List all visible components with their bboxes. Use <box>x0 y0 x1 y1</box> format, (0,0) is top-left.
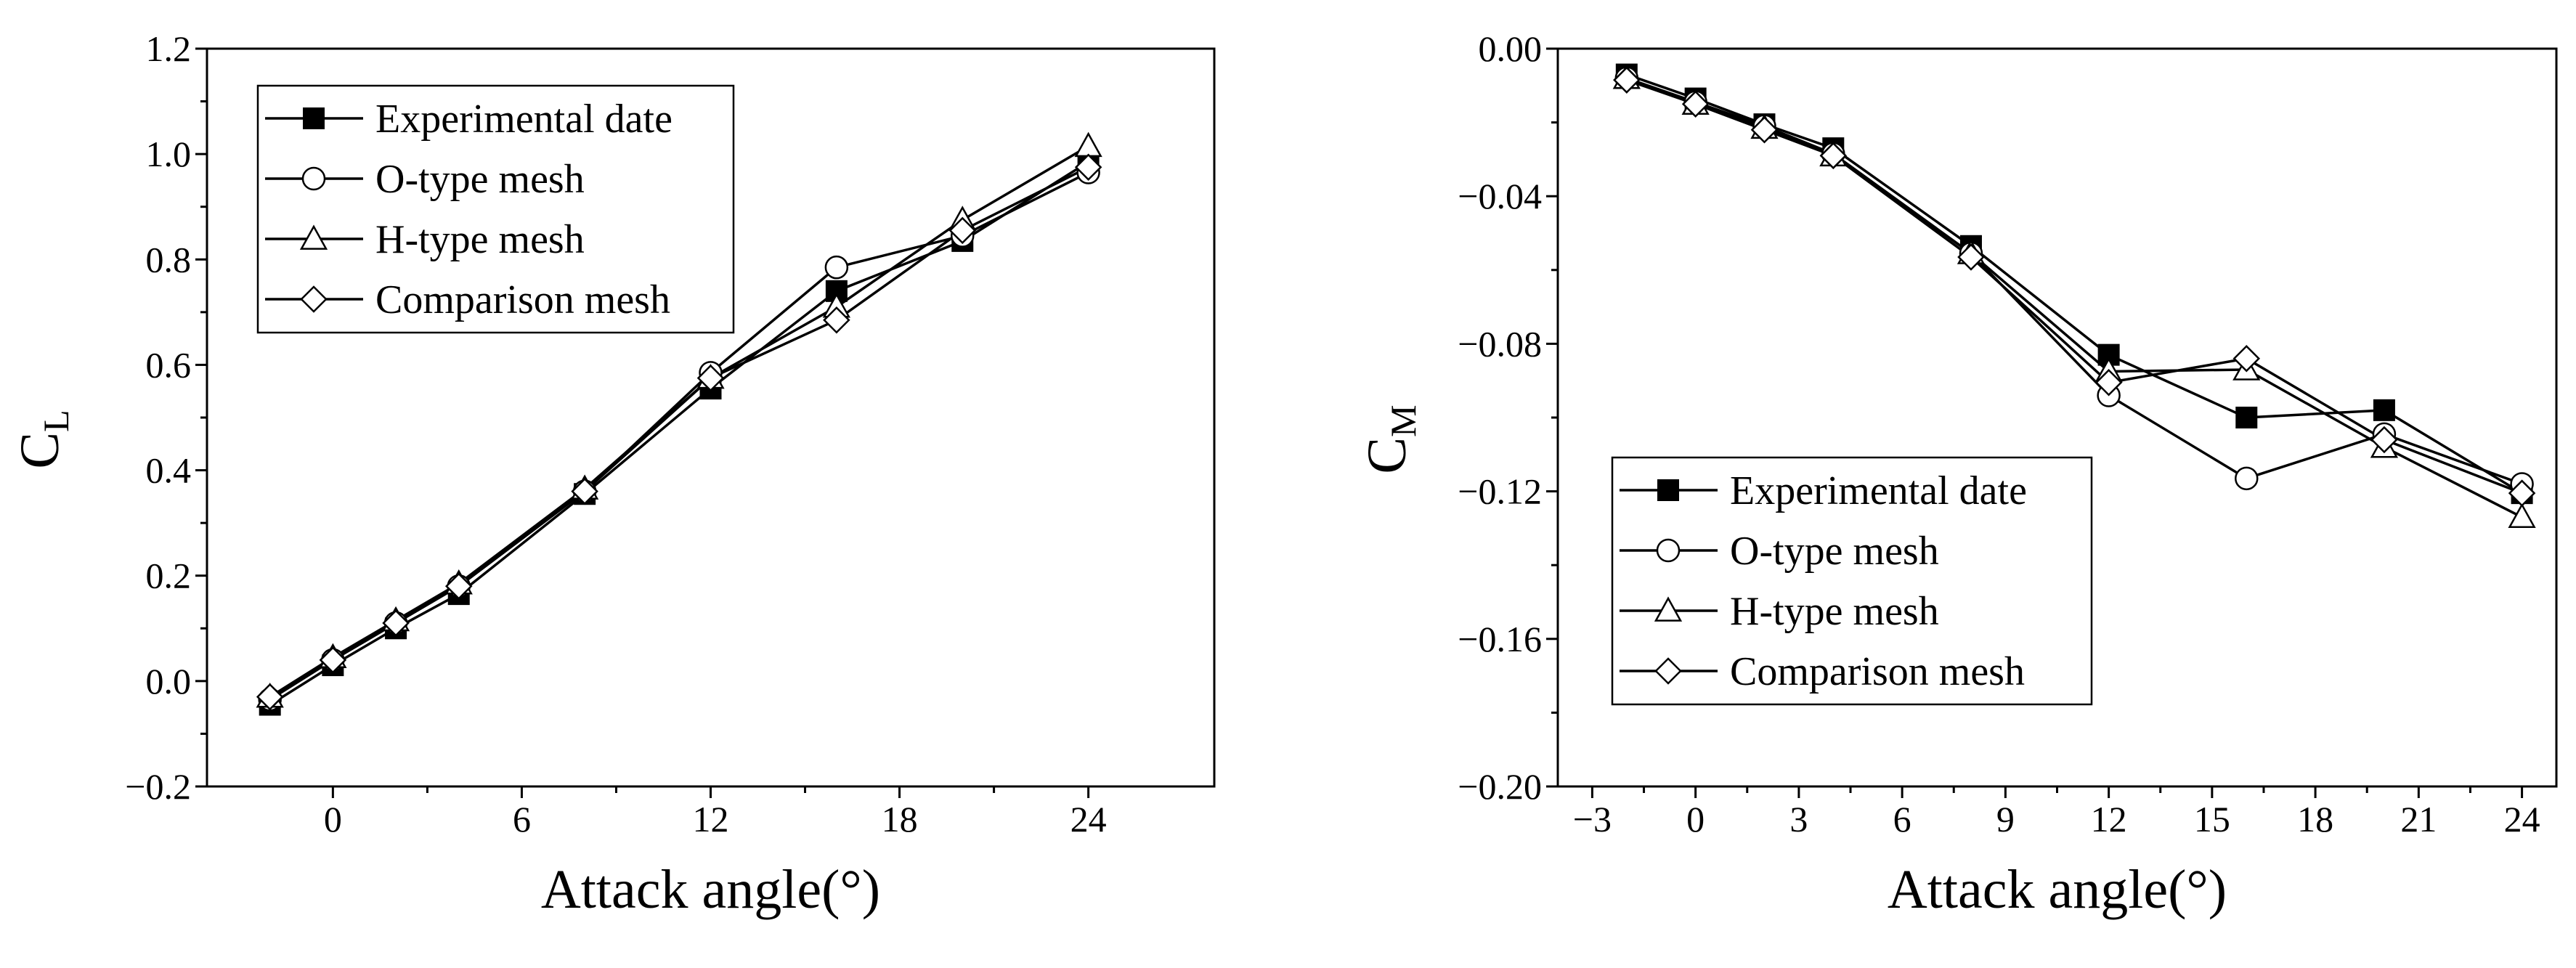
x-tick-label: 21 <box>2400 799 2437 839</box>
x-tick-label: 18 <box>2297 799 2333 839</box>
legend-marker <box>300 285 328 313</box>
data-point <box>823 306 850 334</box>
chart-2: −3 0 3 6 9 12 15 18 21 24 0.00 −0.04 −0.08 −0.12 −0.16… <box>1357 28 2558 920</box>
data-point <box>2508 503 2536 529</box>
series-markers-4 <box>256 153 1102 711</box>
data-point <box>444 572 473 600</box>
legend-marker <box>1654 596 1683 622</box>
y-tick-label: 0.4 <box>146 450 192 491</box>
x-tick-label: 6 <box>1893 799 1911 839</box>
legend-item: Experimental date <box>1620 468 2027 513</box>
legend-box <box>1611 456 2093 706</box>
data-point <box>1750 115 1779 144</box>
legend-label: H-type mesh <box>375 217 585 262</box>
legend-label: O-type mesh <box>1730 529 1939 574</box>
y-tick-label: −0.08 <box>1458 323 1542 364</box>
legend-label: Experimental date <box>375 97 673 142</box>
chart-1: 0 6 12 18 24 −0.2 0.0 0.2 0.4 0.6 0.8 1.0 1.2 Attack … <box>9 28 1216 920</box>
x-tick-label: 18 <box>882 799 918 839</box>
y-axis-title-main: C <box>1357 437 1418 474</box>
y-tick-label: 1.0 <box>146 134 192 174</box>
data-point <box>1819 142 1848 170</box>
y-tick-label: 0.2 <box>146 556 192 596</box>
data-point <box>571 477 598 505</box>
legend-label: Comparison mesh <box>375 277 670 322</box>
legend-marker <box>299 224 328 250</box>
y-tick-label: 0.8 <box>146 239 192 280</box>
legend: Experimental date O-type mesh H-type mesh C… <box>256 84 735 334</box>
data-point <box>1074 131 1102 158</box>
legend-item: O-type mesh <box>265 157 585 202</box>
legend-item: H-type mesh <box>265 217 585 262</box>
legend: Experimental date O-type mesh H-type mesh C… <box>1611 456 2093 706</box>
data-point <box>2235 407 2258 428</box>
y-axis-title: CM <box>1357 404 1423 473</box>
y-tick-label: −0.16 <box>1458 619 1542 659</box>
y-tick-label: −0.04 <box>1458 176 1542 216</box>
y-tick-label: −0.12 <box>1458 471 1542 512</box>
legend-marker <box>301 166 326 191</box>
data-point <box>824 255 849 280</box>
legend-item: Comparison mesh <box>265 277 670 322</box>
x-tick-label: −3 <box>1573 799 1612 839</box>
data-point <box>2235 466 2259 491</box>
y-tick-label: 0.0 <box>146 661 192 701</box>
data-point <box>2232 344 2261 373</box>
legend-marker <box>1656 538 1681 563</box>
legend-label: O-type mesh <box>375 157 585 202</box>
x-tick-label: 15 <box>2194 799 2230 839</box>
x-tick-label: 9 <box>1996 799 2015 839</box>
y-axis-title-subscript: L <box>36 410 76 432</box>
y-tick-label: 0.6 <box>146 344 192 385</box>
data-point <box>696 364 725 392</box>
legend-label: Experimental date <box>1730 468 2027 513</box>
data-point <box>2373 399 2395 421</box>
x-tick-label: 12 <box>693 799 729 839</box>
data-point <box>2508 479 2536 507</box>
x-tick-label: 0 <box>1686 799 1705 839</box>
legend-item: Comparison mesh <box>1620 649 2025 694</box>
x-tick-label: 24 <box>1070 799 1107 839</box>
legend-item: O-type mesh <box>1620 529 1939 574</box>
data-point <box>1074 153 1102 182</box>
legend-item: H-type mesh <box>1620 589 1939 634</box>
legend-label: H-type mesh <box>1730 589 1939 634</box>
series-markers-4 <box>1613 66 2536 507</box>
data-point <box>2094 368 2123 396</box>
data-point <box>256 683 284 711</box>
legend-item: Experimental date <box>265 97 673 142</box>
data-point <box>2370 426 2398 454</box>
legend-marker <box>303 107 325 129</box>
legend-marker <box>1657 479 1679 501</box>
x-tick-label: 0 <box>324 799 342 839</box>
x-axis-title: Attack angle(°) <box>1888 859 2227 920</box>
data-point <box>1957 243 1985 271</box>
data-point <box>1681 90 1710 118</box>
legend-box <box>256 84 735 334</box>
y-tick-label: −0.20 <box>1458 766 1542 807</box>
y-axis-title: CL <box>9 410 76 468</box>
data-point <box>948 216 977 245</box>
y-axis-title-main: C <box>9 432 70 469</box>
x-tick-label: 12 <box>2091 799 2127 839</box>
data-point <box>1613 66 1641 94</box>
legend-label: Comparison mesh <box>1730 649 2025 694</box>
x-tick-label: 3 <box>1789 799 1808 839</box>
x-axis-title: Attack angle(°) <box>541 859 880 920</box>
data-point <box>382 609 410 637</box>
y-tick-label: 1.2 <box>146 28 192 69</box>
x-tick-label: 24 <box>2504 799 2540 839</box>
legend-marker <box>1654 657 1682 685</box>
y-tick-label: −0.2 <box>125 766 191 807</box>
y-tick-label: 0.00 <box>1479 28 1543 69</box>
data-point <box>319 646 347 674</box>
x-tick-label: 6 <box>513 799 531 839</box>
y-axis-title-subscript: M <box>1383 404 1423 436</box>
